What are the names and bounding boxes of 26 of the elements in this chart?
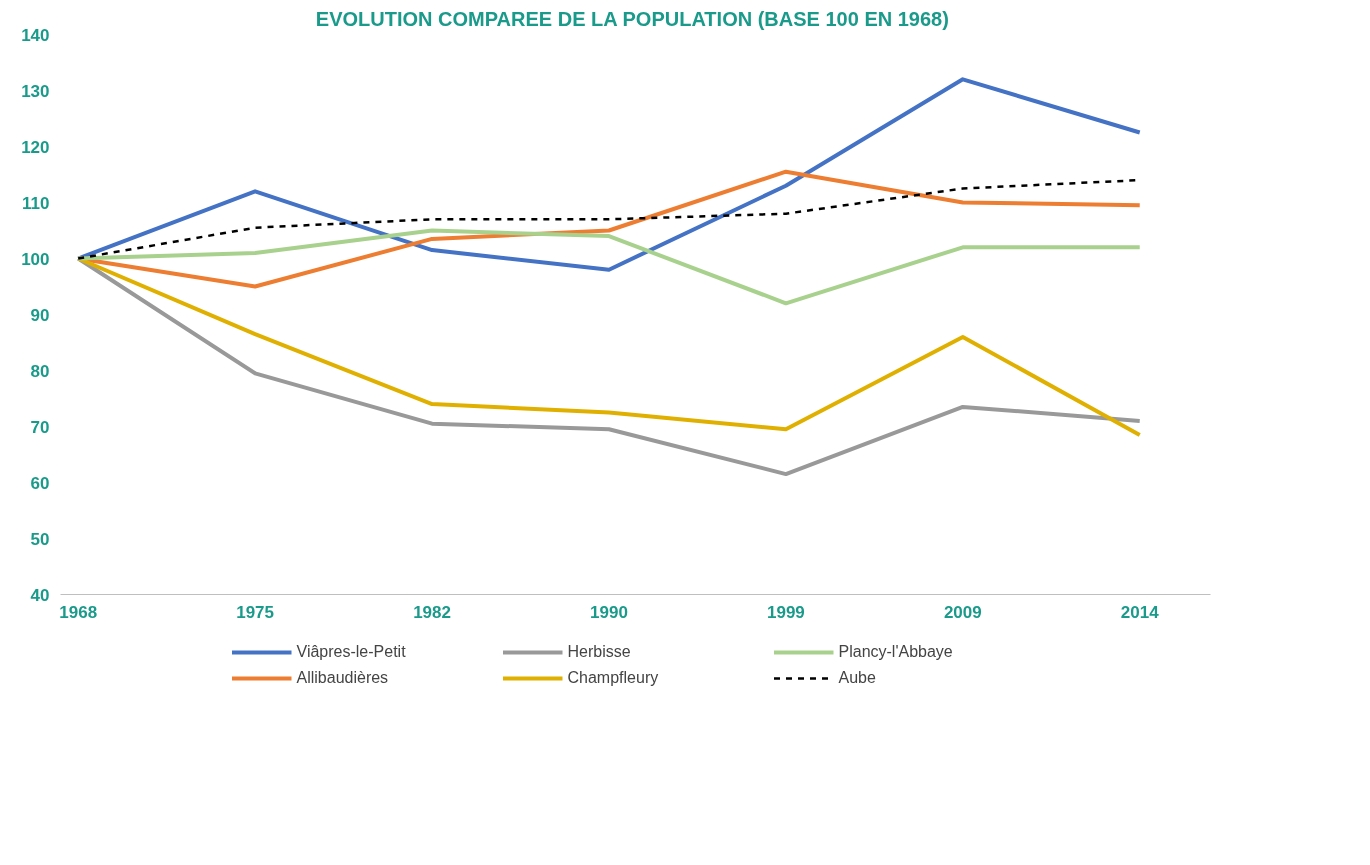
y-tick-label: 110 bbox=[22, 193, 50, 213]
legend-label: Allibaudières bbox=[296, 669, 390, 687]
legend-label: Aube bbox=[838, 669, 877, 687]
x-tick-label: 1982 bbox=[413, 602, 451, 622]
y-tick-label: 40 bbox=[30, 585, 50, 605]
legend-label: Herbisse bbox=[567, 643, 632, 661]
x-tick-label: 1990 bbox=[590, 602, 628, 622]
y-tick-label: 60 bbox=[30, 473, 50, 493]
line-series bbox=[76, 228, 1142, 306]
x-tick-label: 2009 bbox=[943, 602, 982, 622]
y-tick-label: 50 bbox=[30, 529, 50, 549]
x-tick-label: 1968 bbox=[59, 602, 98, 622]
legend-label: Champfleury bbox=[567, 669, 660, 687]
chart-title: EVOLUTION COMPAREE DE LA POPULATION (BASE 100 EN 1968) bbox=[315, 7, 949, 30]
y-tick-label: 90 bbox=[30, 305, 50, 325]
x-tick-label: 1975 bbox=[236, 602, 275, 622]
y-tick-label: 140 bbox=[21, 25, 50, 45]
y-tick-label: 130 bbox=[21, 81, 50, 101]
y-tick-label: 70 bbox=[30, 417, 50, 437]
y-tick-label: 120 bbox=[21, 137, 50, 157]
legend-label: Plancy-l'Abbaye bbox=[838, 643, 954, 661]
y-tick-label: 80 bbox=[30, 361, 50, 381]
x-tick-label: 1999 bbox=[766, 602, 805, 622]
legend-label: Viâpres-le-Petit bbox=[296, 643, 407, 661]
y-tick-label: 100 bbox=[21, 249, 50, 269]
x-tick-label: 2014 bbox=[1120, 602, 1160, 622]
